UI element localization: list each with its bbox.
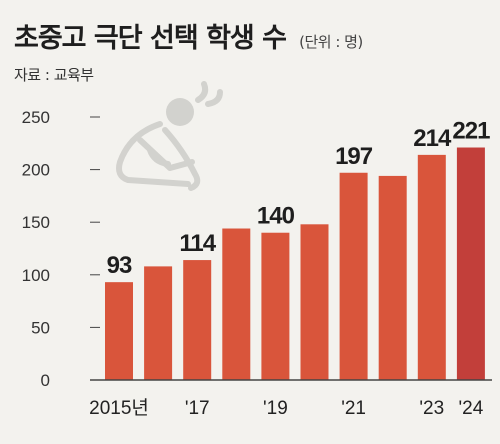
bar [183,260,212,380]
data-label: 93 [107,252,132,279]
gridlines [90,116,100,328]
y-tick-label: 150 [22,213,50,232]
y-tick-label: 50 [31,318,50,337]
data-label: 140 [257,203,295,230]
bar [144,266,173,380]
labels: 0 50 100 150 200 250 93 2015년 114 '17 140 '19 197 '21… [22,108,491,419]
bar [456,147,485,380]
y-tick-label: 200 [22,161,50,180]
x-tick-label: '17 [185,398,210,419]
x-tick-label: 2015년 [89,397,149,419]
unit-label: (단위 : 명) [299,33,363,51]
x-tick-label: '19 [263,398,288,419]
distressed-person-icon [116,81,223,191]
bars [105,147,485,380]
x-tick-label: '23 [419,398,444,419]
bar [300,224,329,380]
y-tick-label: 0 [41,371,50,390]
bar [105,282,133,380]
title-row: 초중고 극단 선택 학생 수 (단위 : 명) [14,16,363,55]
x-tick-label: '24 [459,398,484,419]
bar [417,154,446,380]
data-label: 221 [452,118,490,145]
y-tick-label: 250 [22,108,50,127]
source-label: 자료 : 교육부 [14,66,94,84]
bar [222,228,251,380]
bar [339,172,368,380]
data-label: 114 [179,230,216,257]
chart-title: 초중고 극단 선택 학생 수 [14,23,287,54]
bar [261,232,290,380]
y-tick-label: 100 [22,266,50,285]
data-label: 214 [413,125,452,152]
bar [378,175,407,380]
x-tick-label: '21 [341,398,366,419]
data-label: 197 [335,143,373,170]
